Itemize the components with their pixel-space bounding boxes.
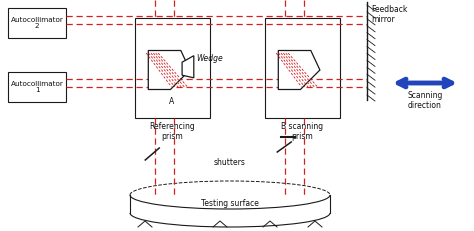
Text: A: A <box>169 97 174 106</box>
Text: Testing surface: Testing surface <box>201 200 259 209</box>
Text: Feedback
mirror: Feedback mirror <box>371 5 407 24</box>
Bar <box>135 18 210 118</box>
Bar <box>8 8 66 38</box>
Text: Autocollimator
2: Autocollimator 2 <box>10 16 64 30</box>
Polygon shape <box>278 51 320 89</box>
Bar <box>8 72 66 102</box>
Text: Wedge: Wedge <box>196 54 223 63</box>
Polygon shape <box>148 51 190 89</box>
Text: B scanning
prism: B scanning prism <box>282 122 324 141</box>
Polygon shape <box>182 56 194 78</box>
Text: Autocollimator
1: Autocollimator 1 <box>10 80 64 94</box>
Text: shutters: shutters <box>214 158 246 167</box>
Text: Scanning
direction: Scanning direction <box>407 91 443 110</box>
Bar <box>265 18 340 118</box>
Text: Referencing
prism: Referencing prism <box>150 122 195 141</box>
